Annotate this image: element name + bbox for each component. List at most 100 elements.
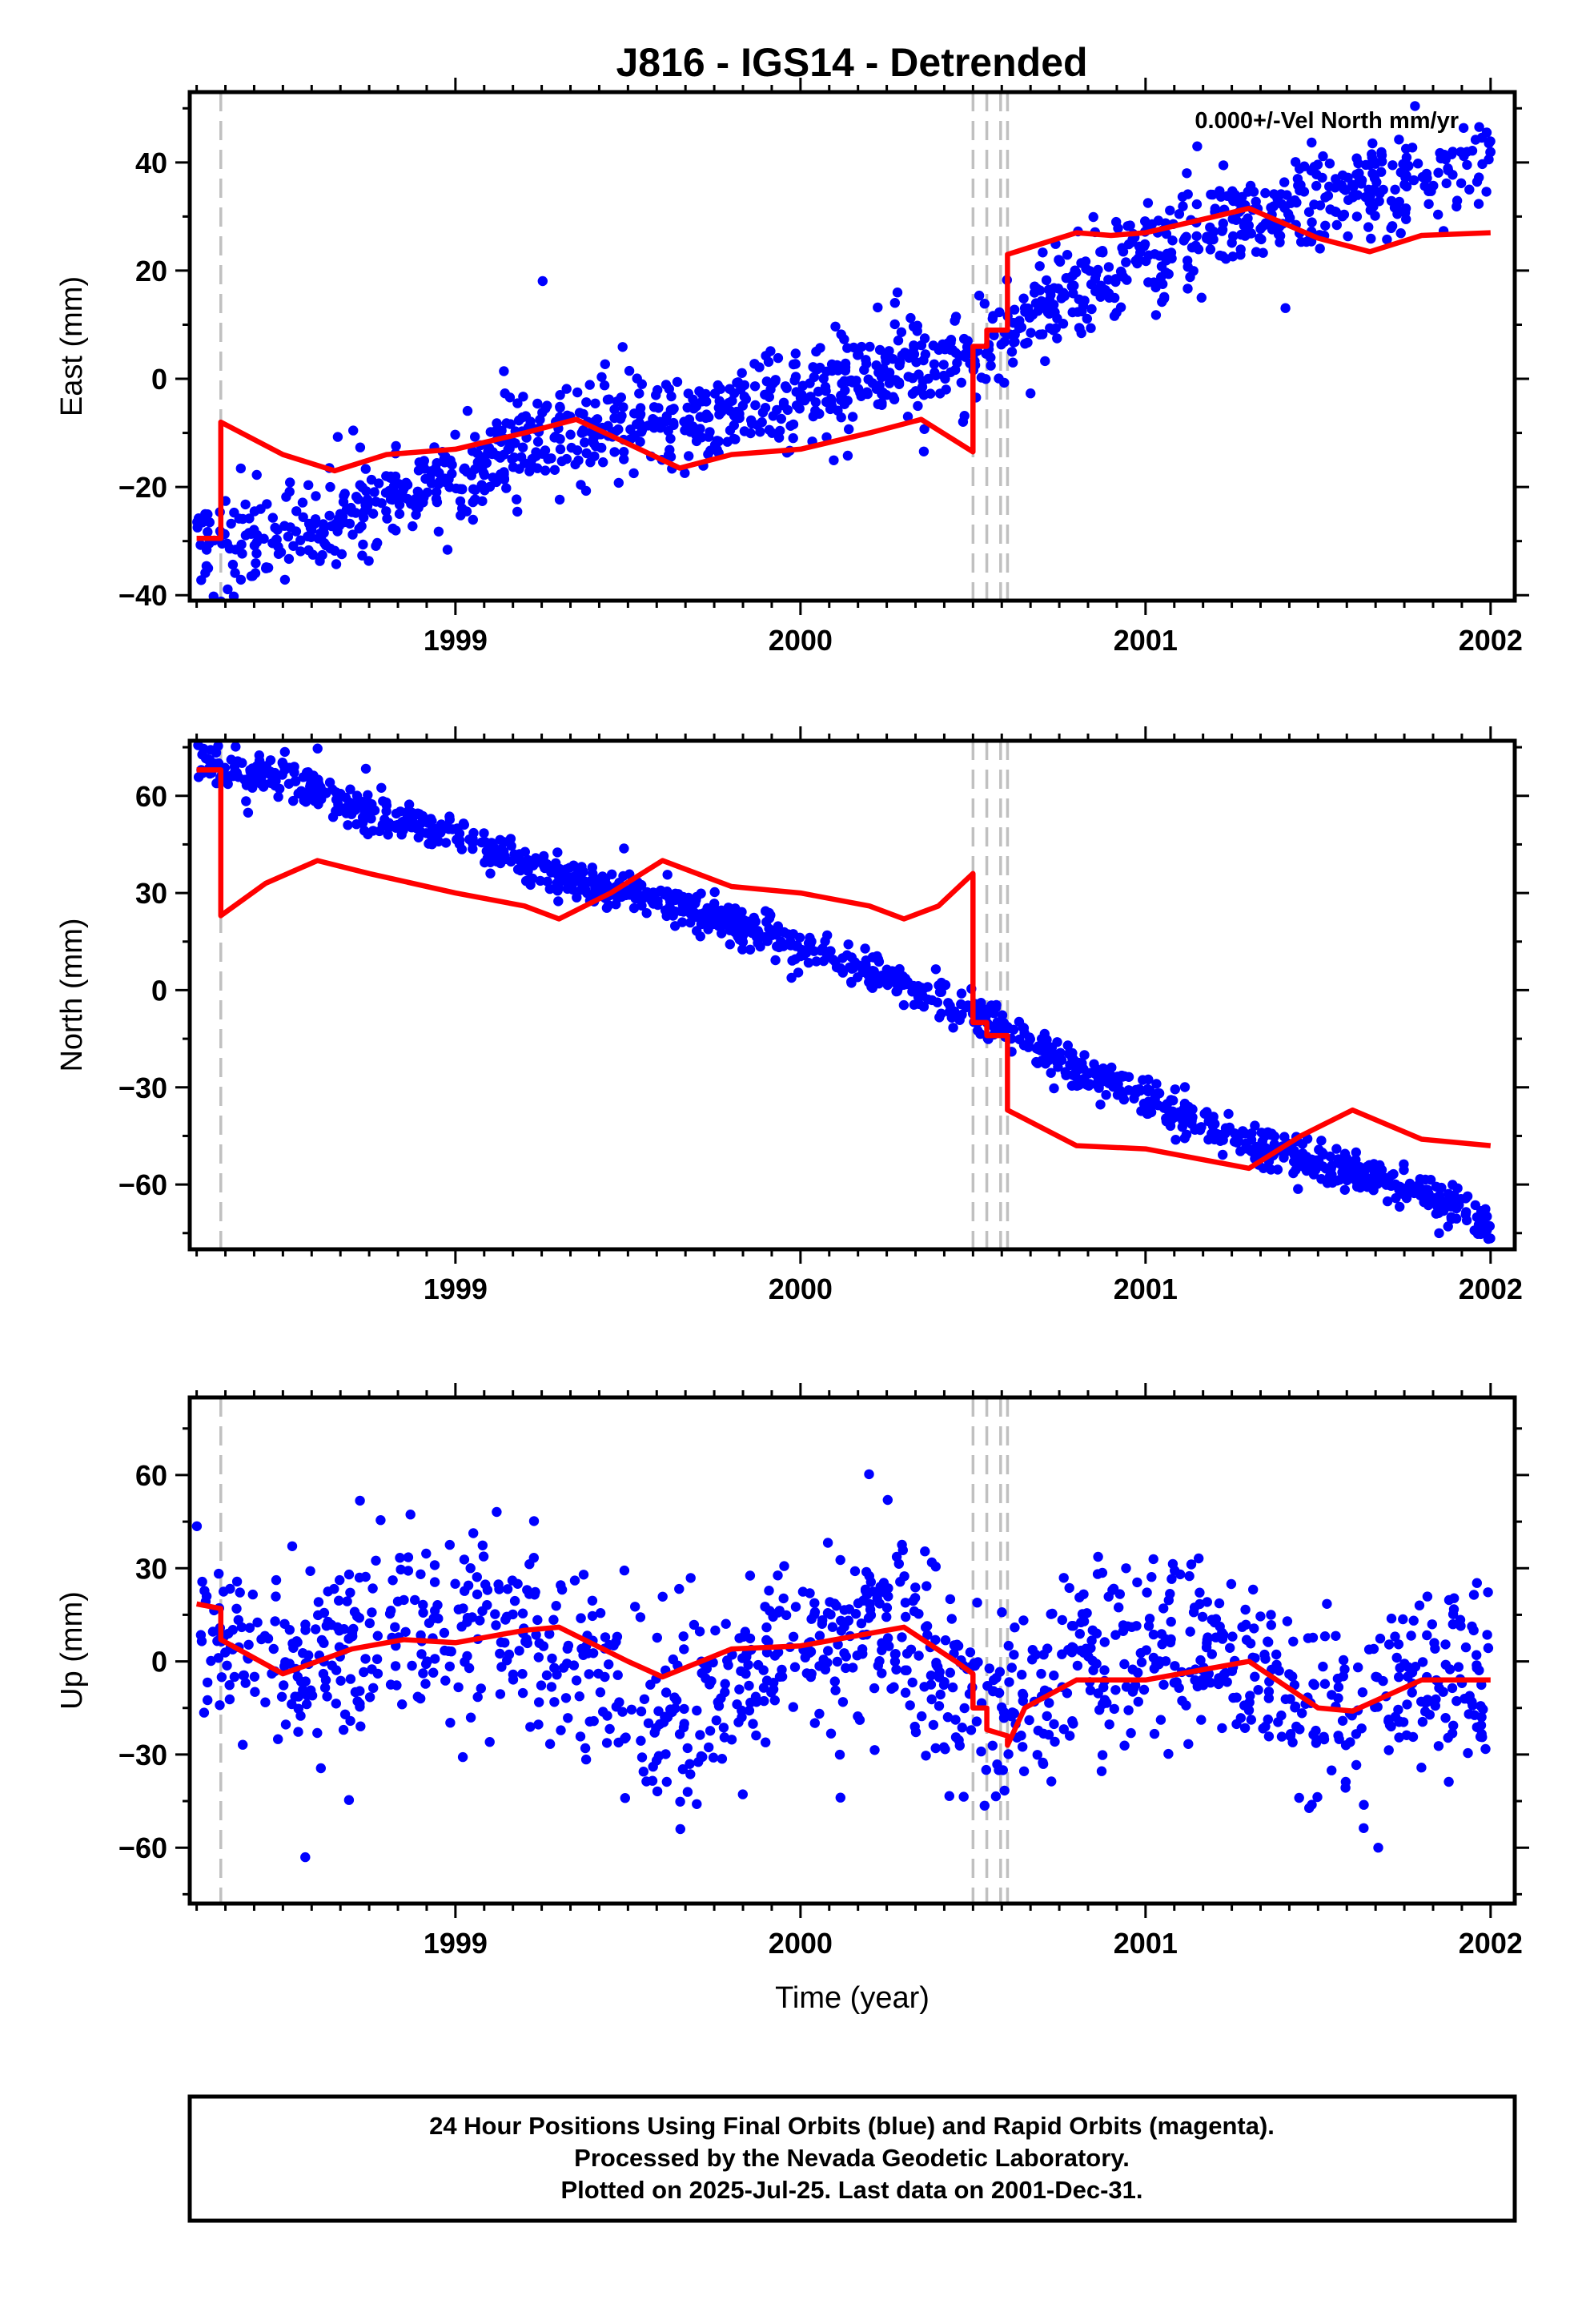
data-point xyxy=(479,1551,488,1561)
data-point xyxy=(520,1637,530,1647)
data-point xyxy=(355,443,365,452)
data-point xyxy=(823,1608,833,1618)
data-point xyxy=(1000,1786,1010,1795)
data-point xyxy=(919,1002,929,1011)
data-point xyxy=(416,1570,425,1579)
data-point xyxy=(652,900,662,910)
data-point xyxy=(613,1671,623,1680)
data-point xyxy=(549,432,559,442)
data-point xyxy=(397,818,407,827)
data-point xyxy=(828,955,837,964)
data-point xyxy=(836,1555,845,1565)
data-point xyxy=(1049,1084,1058,1093)
data-point xyxy=(476,1683,486,1693)
data-point xyxy=(1052,1037,1062,1047)
data-point xyxy=(1271,1650,1281,1659)
data-point xyxy=(1068,1070,1078,1080)
data-point xyxy=(1018,1691,1028,1700)
data-point xyxy=(203,563,213,573)
data-point xyxy=(1484,1643,1493,1653)
data-point xyxy=(1295,186,1304,195)
data-point xyxy=(639,1767,648,1776)
data-point xyxy=(443,545,452,554)
data-point xyxy=(1423,187,1433,196)
data-point xyxy=(1482,1630,1492,1639)
data-point xyxy=(420,464,429,473)
data-point xyxy=(1454,1662,1464,1671)
data-point xyxy=(1158,1603,1168,1613)
data-point xyxy=(1170,1084,1180,1094)
data-point xyxy=(921,1622,930,1632)
data-point xyxy=(1079,1050,1089,1059)
data-point xyxy=(630,1602,640,1611)
data-point xyxy=(1266,1610,1275,1619)
data-point xyxy=(1038,329,1047,339)
data-point xyxy=(581,397,591,407)
data-point xyxy=(1370,211,1379,220)
data-point xyxy=(427,839,436,849)
data-point xyxy=(400,1627,410,1637)
data-point xyxy=(384,818,394,827)
data-point xyxy=(1267,1620,1276,1630)
data-point xyxy=(934,980,943,990)
data-point xyxy=(1276,1711,1286,1720)
data-point xyxy=(1288,1637,1298,1647)
data-point xyxy=(833,1657,842,1667)
data-point xyxy=(683,403,693,412)
data-point xyxy=(636,1612,645,1622)
data-point xyxy=(352,1696,362,1706)
data-point xyxy=(331,559,341,569)
data-point xyxy=(529,1553,539,1562)
data-point xyxy=(1375,196,1384,206)
data-point xyxy=(341,793,351,802)
data-point xyxy=(759,1683,769,1692)
x-tick-label: 2001 xyxy=(1114,1273,1178,1305)
data-point xyxy=(360,1654,370,1663)
data-point xyxy=(1207,1112,1217,1122)
data-point xyxy=(414,503,424,513)
data-point xyxy=(1004,1641,1014,1651)
data-point xyxy=(1447,1683,1457,1693)
data-point xyxy=(552,886,562,895)
data-point xyxy=(684,451,693,460)
data-point xyxy=(552,847,562,857)
data-point xyxy=(795,404,805,413)
data-point xyxy=(759,1696,769,1706)
data-point xyxy=(235,1587,245,1597)
data-point xyxy=(1339,1664,1349,1674)
data-point xyxy=(1121,1563,1130,1573)
data-point xyxy=(556,444,565,454)
data-point xyxy=(273,1735,283,1744)
data-point xyxy=(823,1646,833,1655)
data-point xyxy=(1471,1200,1480,1210)
data-point xyxy=(751,1731,761,1740)
data-point xyxy=(1110,1704,1119,1714)
data-point xyxy=(1351,1148,1361,1157)
data-point xyxy=(759,1665,769,1675)
data-point xyxy=(1394,135,1403,144)
data-point xyxy=(456,1622,466,1631)
data-point xyxy=(1240,217,1250,227)
data-point xyxy=(1394,1672,1403,1682)
data-point xyxy=(434,527,444,537)
data-point xyxy=(268,513,278,522)
data-point xyxy=(1249,187,1259,196)
data-point xyxy=(1098,247,1107,257)
data-point xyxy=(1443,1733,1453,1743)
data-point xyxy=(1098,1568,1107,1578)
data-point xyxy=(203,527,212,537)
data-point xyxy=(714,436,724,446)
data-point xyxy=(1128,1665,1138,1675)
data-point xyxy=(440,1628,449,1638)
data-point xyxy=(1373,1179,1383,1188)
data-point xyxy=(669,911,678,920)
data-point xyxy=(466,1713,476,1723)
y-tick-label: −30 xyxy=(118,1739,167,1771)
data-point xyxy=(957,378,966,388)
data-point xyxy=(391,525,400,535)
data-point xyxy=(680,1719,689,1728)
y-tick-label: 0 xyxy=(151,974,167,1007)
data-point xyxy=(950,365,960,375)
data-point xyxy=(1402,1699,1411,1709)
data-point xyxy=(1395,1202,1404,1212)
